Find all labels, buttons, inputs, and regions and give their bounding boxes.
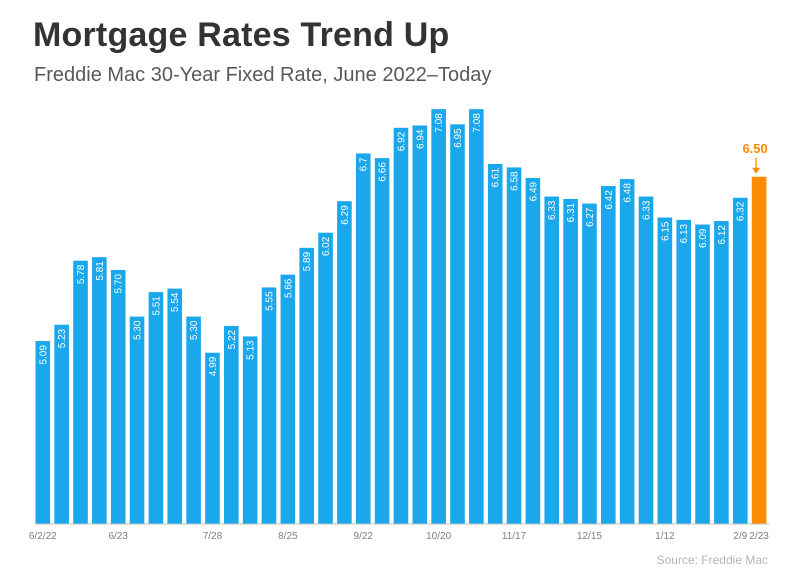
bar-value-label: 6.94 [415,129,426,149]
bar [544,196,560,524]
x-tick-label: 12/15 [577,531,602,542]
bar-value-label: 6.02 [321,236,332,256]
bar-value-label: 5.30 [133,320,144,340]
bar [714,221,729,525]
bar [412,125,428,524]
highlight-value-label: 6.50 [742,141,767,156]
bar-group [35,109,767,525]
bar-value-label: 7.08 [434,113,445,133]
bar [242,336,258,524]
source-note: Source: Freddie Mac [656,553,768,567]
bar [657,217,673,525]
bar [601,186,616,524]
bar [487,163,503,524]
x-tick-label: 2/9 [733,531,747,542]
bar [167,288,183,524]
x-tick-label: 9/22 [354,531,374,542]
bar [73,260,88,524]
chart-subtitle: Freddie Mac 30-Year Fixed Rate, June 202… [34,64,492,86]
bar-value-label: 5.30 [189,320,200,340]
bar-value-label: 6.09 [698,228,709,248]
bar-value-label: 6.32 [736,201,747,221]
bar [506,167,522,524]
x-tick-label: 7/28 [203,531,223,542]
bar-value-label: 7.08 [472,113,483,133]
bar-value-label: 6.58 [510,171,521,191]
bar [525,177,541,525]
bar-value-label: 6.48 [623,183,634,203]
bar-value-label: 6.15 [660,221,671,241]
bar-highlight [751,176,767,524]
x-tick-label: 6/2/22 [29,531,57,542]
bar-value-label: 5.66 [283,278,294,298]
bar [676,219,691,524]
bar [148,292,164,524]
x-tick-label: 1/12 [655,531,675,542]
x-tick-label: 6/23 [108,531,128,542]
bar [469,109,484,525]
bar-value-label: 6.61 [491,168,502,188]
bar [54,324,69,524]
bar-value-label: 6.29 [340,205,351,225]
bar [205,352,220,524]
bar [695,224,710,524]
bar-value-label: 6.13 [679,223,690,243]
bar [582,203,597,524]
bar-value-label: 5.70 [114,274,125,294]
bar [186,316,201,524]
bar [318,232,333,524]
bar-value-label: 5.78 [76,264,87,284]
bar-value-label: 5.89 [302,251,313,271]
bar-value-label: 6.31 [566,202,577,222]
chart-title: Mortgage Rates Trend Up [33,16,450,54]
bar [129,316,145,524]
bar-value-label: 6.66 [378,162,389,182]
bar [732,197,748,525]
bar-value-label: 5.13 [246,340,257,360]
bar [110,269,126,524]
bar-value-label: 4.99 [208,356,219,376]
bar-value-label: 6.27 [585,207,596,227]
bar [224,325,239,524]
bar [261,287,277,524]
bar [280,274,296,524]
bar-value-label: 5.54 [170,292,181,312]
x-tick-label-group: 6/2/22 6/23 7/28 8/25 9/22 10/20 11/17 12/15 1/1… [29,531,769,542]
bar [299,247,314,524]
bar-value-label: 5.23 [57,328,68,348]
bar [355,153,371,524]
bar [563,198,578,524]
x-tick-label: 10/20 [426,531,451,542]
bar-value-label: 6.95 [453,128,464,148]
bar [638,196,654,524]
bar-value-label: 5.55 [265,291,276,311]
x-tick-label: 2/23 [749,531,769,542]
down-arrow-icon [752,167,761,174]
bar-value-label: 6.42 [604,190,615,210]
bar [619,179,635,524]
bar-value-label: 6.33 [547,200,558,220]
bar [450,124,465,524]
x-tick-label: 11/17 [502,531,527,542]
bar-value-label-group: 5.09 5.23 5.78 5.81 5.70 5.30 5.51 5.54 5.30 4.99… [38,113,746,376]
bar-value-label: 6.49 [528,181,539,201]
bar-value-label: 6.12 [717,225,728,245]
bar [431,109,446,525]
bar [337,201,352,525]
bar [35,341,51,524]
highlight-annotation: 6.50 [742,141,768,174]
bar-value-label: 6.92 [396,131,407,151]
bar [393,127,409,524]
bar [92,257,107,524]
bar-value-label: 5.51 [151,296,162,316]
bar [374,158,390,525]
bar-value-label: 6.7 [359,157,370,171]
bar-value-label: 5.22 [227,329,238,349]
bar-value-label: 6.33 [642,200,653,220]
x-tick-label: 8/25 [278,531,298,542]
bar-value-label: 5.81 [95,261,106,281]
bar-value-label: 5.09 [38,345,49,365]
